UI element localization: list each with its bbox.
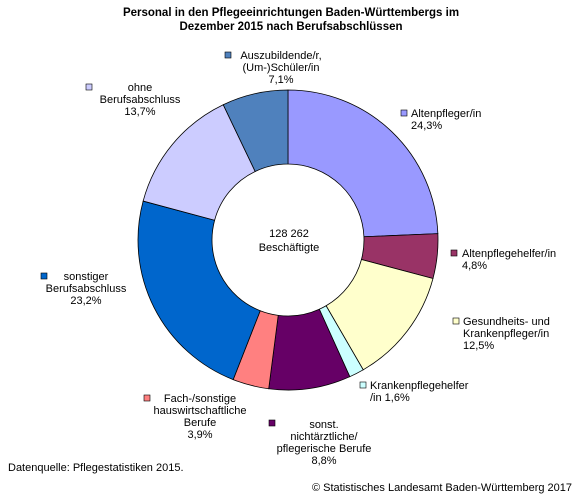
source-note: Datenquelle: Pflegestatistiken 2015. bbox=[8, 462, 184, 474]
slice-6 bbox=[137, 200, 261, 381]
slice-label-4-line-1: nichtärztliche/ bbox=[290, 431, 358, 443]
legend-marker-1 bbox=[450, 249, 458, 257]
slice-label-3-line-1: /in 1,6% bbox=[370, 392, 410, 404]
slice-label-3-line-0: Krankenpflegehelfer bbox=[370, 380, 469, 392]
slice-label-1-line-1: 4,8% bbox=[462, 260, 487, 272]
slice-label-7-line-2: 13,7% bbox=[124, 106, 155, 118]
slice-label-6-line-1: Berufsabschluss bbox=[46, 283, 127, 295]
donut-slices bbox=[137, 89, 439, 391]
slice-label-2-line-2: 12,5% bbox=[463, 340, 494, 352]
slice-0 bbox=[287, 89, 439, 238]
slice-label-5-line-3: 3,9% bbox=[187, 429, 212, 441]
slice-label-7-line-1: Berufsabschluss bbox=[100, 94, 181, 106]
slice-label-8-line-2: 7,1% bbox=[268, 74, 293, 86]
center-total: 128 262 bbox=[269, 228, 309, 240]
legend-marker-4 bbox=[268, 419, 276, 427]
slice-label-8-line-1: (Um-)Schüler/in bbox=[242, 62, 319, 74]
chart-title-line-2: Dezember 2015 nach Berufsabschlüssen bbox=[179, 21, 402, 33]
slice-label-6-line-2: 23,2% bbox=[70, 295, 101, 307]
slice-label-0-line-1: 24,3% bbox=[411, 120, 442, 132]
legend-marker-0 bbox=[400, 109, 408, 117]
legend-marker-8 bbox=[224, 51, 232, 59]
slice-label-4-line-0: sonst. bbox=[309, 419, 338, 431]
slice-label-6-line-0: sonstiger bbox=[64, 271, 109, 283]
legend-marker-7 bbox=[85, 83, 93, 91]
slice-label-2-line-1: Krankenpfleger/in bbox=[463, 328, 549, 340]
copyright-note: © Statistisches Landesamt Baden-Württemb… bbox=[311, 482, 572, 494]
legend-marker-3 bbox=[359, 381, 367, 389]
slice-label-5-line-2: Berufe bbox=[184, 417, 216, 429]
slice-label-4-line-3: 8,8% bbox=[311, 455, 336, 467]
slice-label-5-line-1: hauswirtschaftliche bbox=[154, 405, 247, 417]
slice-label-7-line-0: ohne bbox=[128, 82, 152, 94]
legend-marker-6 bbox=[40, 272, 48, 280]
legend-marker-5 bbox=[143, 394, 151, 402]
slice-label-0-line-0: Altenpfleger/in bbox=[411, 108, 481, 120]
center-caption: Beschäftigte bbox=[259, 242, 320, 254]
slice-label-1-line-0: Altenpflegehelfer/in bbox=[462, 248, 556, 260]
slice-label-8-line-0: Auszubildende/r, bbox=[240, 50, 321, 62]
slice-8 bbox=[222, 89, 289, 172]
slice-label-4-line-2: pflegerische Berufe bbox=[277, 443, 372, 455]
chart-title-line-1: Personal in den Pflegeeinrichtungen Bade… bbox=[123, 7, 459, 19]
slice-label-5-line-0: Fach-/sonstige bbox=[164, 393, 236, 405]
slice-label-2-line-0: Gesundheits- und bbox=[463, 316, 550, 328]
legend-marker-2 bbox=[452, 317, 460, 325]
